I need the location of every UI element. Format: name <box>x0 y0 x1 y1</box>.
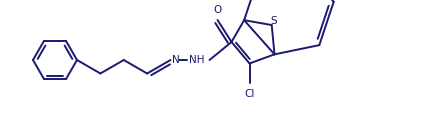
Text: Cl: Cl <box>244 89 255 99</box>
Text: NH: NH <box>189 55 204 65</box>
Text: O: O <box>213 5 222 15</box>
Text: N: N <box>172 55 179 65</box>
Text: S: S <box>271 16 277 26</box>
